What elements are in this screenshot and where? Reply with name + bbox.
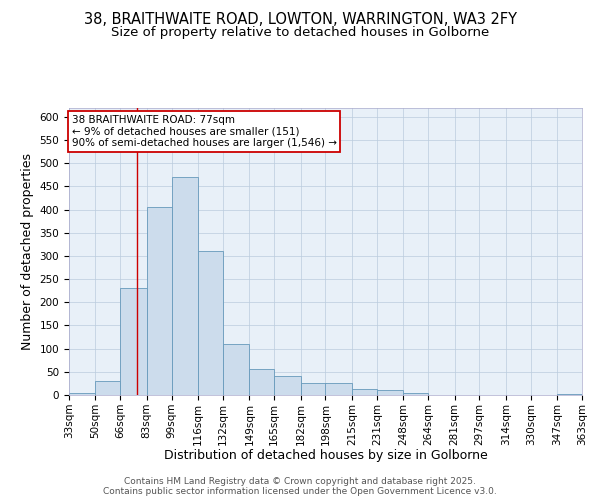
Bar (301, 384, 325, 395)
Y-axis label: Number of detached properties: Number of detached properties (21, 153, 34, 350)
Text: Size of property relative to detached houses in Golborne: Size of property relative to detached ho… (111, 26, 489, 39)
Bar (403, 392, 428, 395)
Text: Contains HM Land Registry data © Crown copyright and database right 2025.
Contai: Contains HM Land Registry data © Crown c… (103, 476, 497, 496)
Bar (69, 392, 95, 395)
Bar (352, 388, 377, 395)
Text: 38, BRAITHWAITE ROAD, LOWTON, WARRINGTON, WA3 2FY: 38, BRAITHWAITE ROAD, LOWTON, WARRINGTON… (83, 12, 517, 28)
Bar (223, 344, 250, 395)
Bar (250, 368, 274, 395)
Bar (172, 177, 198, 395)
Bar (325, 384, 352, 395)
Text: 38 BRAITHWAITE ROAD: 77sqm
← 9% of detached houses are smaller (151)
90% of semi: 38 BRAITHWAITE ROAD: 77sqm ← 9% of detac… (71, 114, 337, 148)
Bar (274, 376, 301, 395)
Bar (557, 394, 582, 395)
Bar (377, 390, 403, 395)
Bar (95, 381, 120, 395)
Bar (198, 252, 223, 395)
Bar (147, 207, 172, 395)
X-axis label: Distribution of detached houses by size in Golborne: Distribution of detached houses by size … (164, 449, 487, 462)
Bar (120, 288, 147, 395)
